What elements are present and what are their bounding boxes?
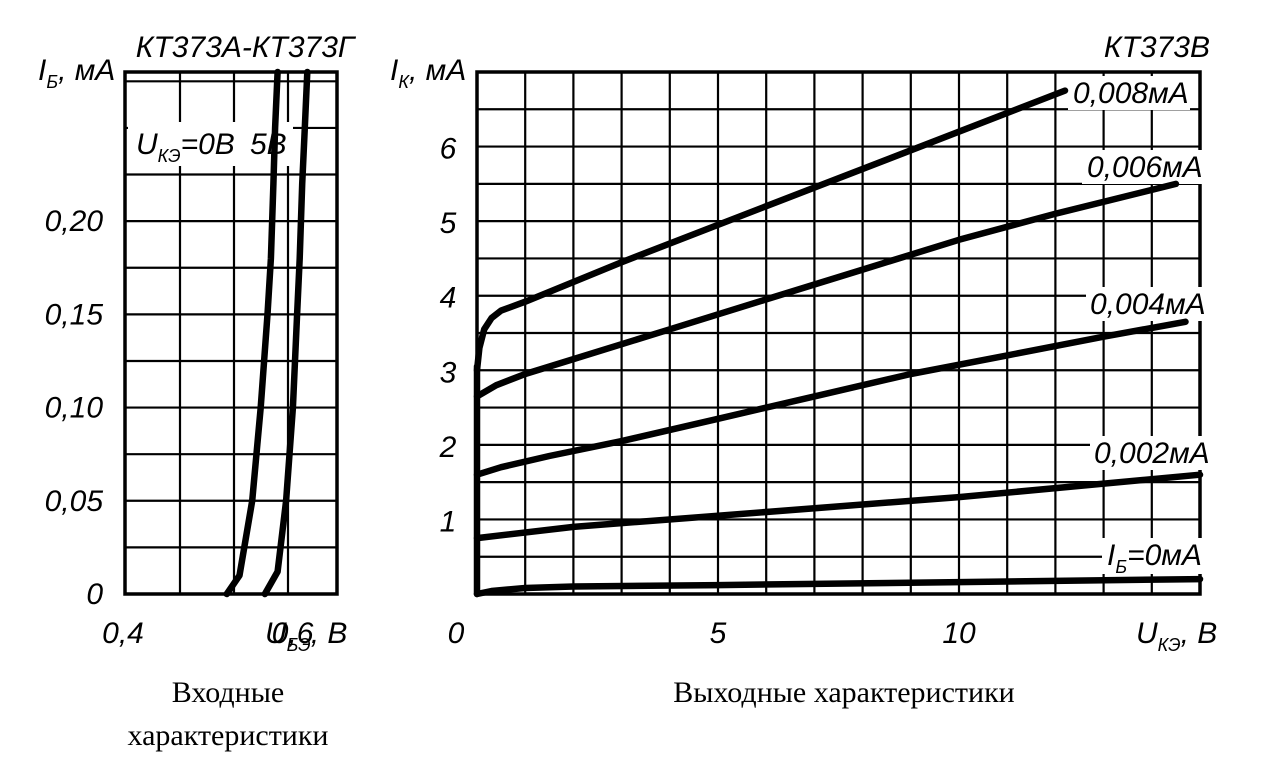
left-y-tick-label: 0,15	[45, 298, 104, 331]
left-y-axis-label-unit: , мА	[58, 54, 115, 87]
left-caption-line2: характеристики	[127, 719, 328, 752]
left-y-tick-label: 0	[86, 578, 103, 611]
right-x-axis-label-sub: КЭ	[1158, 635, 1181, 655]
right-x-axis-label: UКЭ, В	[1136, 617, 1217, 655]
left-series-line-1	[261, 68, 311, 598]
left-chart-title: КТ373А-КТ373Г	[136, 31, 357, 64]
left-series-label-1: 5В	[250, 128, 287, 161]
left-y-axis-label-sub: Б	[46, 72, 58, 92]
left-series-label-main: U	[136, 128, 158, 161]
left-y-axis-label: IБ, мА	[38, 54, 115, 92]
right-series-line-4	[473, 575, 1204, 598]
right-y-tick-label: 6	[440, 133, 457, 166]
right-y-axis-label-main: I	[390, 54, 398, 87]
right-series-label-0: 0,008мА	[1073, 77, 1189, 110]
left-y-axis-label-main: I	[38, 54, 46, 87]
left-series-name-0: =0В	[181, 128, 235, 161]
right-y-tick-label: 1	[440, 505, 457, 538]
left-series-label-sub: КЭ	[158, 146, 181, 166]
right-plot-frame	[475, 70, 1202, 596]
right-series-label-bg-4	[1102, 538, 1208, 574]
left-series-label-0: UКЭ=0В	[136, 128, 235, 166]
left-x-tick-label: 0,6	[272, 617, 314, 650]
left-plot-frame	[123, 70, 339, 596]
right-y-tick-label: 4	[440, 282, 457, 315]
right-series-line-2	[473, 318, 1189, 478]
right-y-tick-label: 2	[439, 431, 457, 464]
right-x-axis-label-unit: , В	[1181, 617, 1218, 650]
input-characteristics-plot: КТ373А-КТ373Г IБ, мА 0 0,05 0,10 0,15 0,20 0,4 0…	[38, 31, 357, 655]
right-y-tick-label: 5	[440, 207, 457, 240]
left-y-tick-label: 0,10	[45, 392, 104, 425]
left-x-tick-label: 0,4	[102, 617, 144, 650]
right-series-label-2: 0,004мА	[1090, 288, 1206, 321]
right-series-label-bg-1	[1082, 150, 1202, 184]
left-y-tick-label: 0,05	[45, 485, 104, 518]
right-series-label-bg-0	[1068, 76, 1190, 110]
left-x-axis-label-sub: БЭ	[287, 635, 311, 655]
right-series-label-4: IБ=0мА	[1107, 539, 1202, 577]
right-series-line-0	[473, 87, 1069, 374]
left-x-axis-label-unit: , В	[311, 617, 348, 650]
right-series-label-4-name: =0мА	[1127, 539, 1202, 572]
right-series-line-1	[473, 180, 1180, 400]
right-series-label-bg-2	[1086, 287, 1206, 321]
left-series-label-bg	[128, 122, 293, 166]
right-series-label-3: 0,002мА	[1094, 437, 1210, 470]
right-y-axis-label-sub: К	[398, 72, 410, 92]
right-y-axis-label-unit: , мА	[409, 54, 466, 87]
right-series-label-1: 0,006мА	[1087, 151, 1203, 184]
right-series-label-bg-3	[1090, 436, 1208, 470]
right-y-axis-label: IК, мА	[390, 54, 466, 92]
left-x-axis-label-main: U	[265, 617, 287, 650]
right-x-tick-label: 0	[448, 617, 465, 650]
right-x-axis-label-main: U	[1136, 617, 1158, 650]
left-y-tick-label: 0,20	[45, 205, 104, 238]
right-caption: Выходные характеристики	[673, 676, 1014, 709]
right-series-label-4-main: I	[1107, 539, 1115, 572]
right-chart-title: КТ373В	[1104, 31, 1210, 64]
right-y-tick-label: 3	[440, 356, 457, 389]
right-x-tick-label: 5	[710, 617, 727, 650]
left-x-axis-label: UБЭ, В	[265, 617, 347, 655]
left-series-line-0	[223, 68, 281, 598]
left-caption-line1: Входные	[172, 676, 284, 709]
right-x-tick-label: 10	[942, 617, 976, 650]
right-series-line-3	[473, 471, 1204, 542]
right-series-label-4-sub: Б	[1115, 557, 1127, 577]
